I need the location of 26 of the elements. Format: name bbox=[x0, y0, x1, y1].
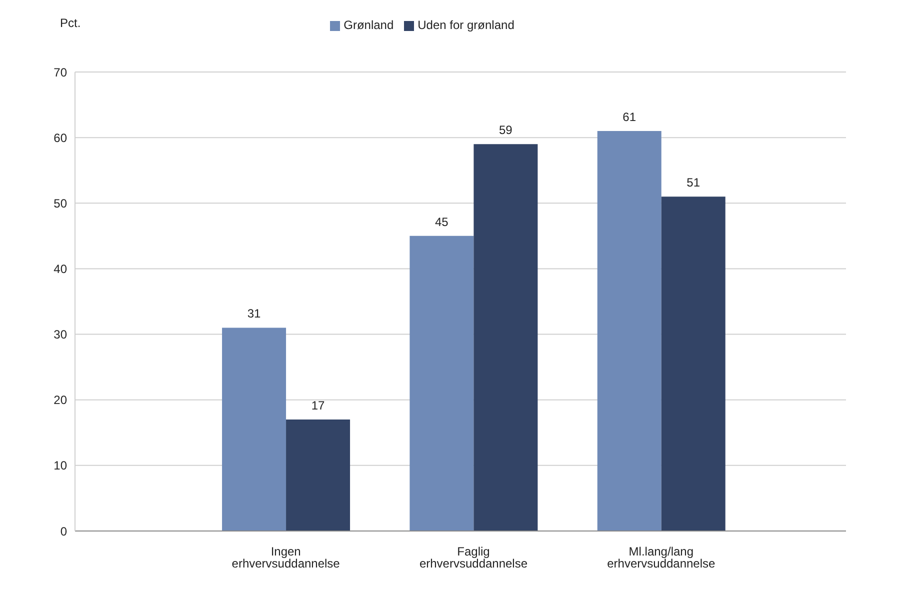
bar bbox=[222, 328, 286, 531]
bar bbox=[597, 131, 662, 531]
bar bbox=[474, 144, 538, 531]
bar bbox=[410, 236, 474, 531]
legend-label: Grønland bbox=[344, 18, 394, 32]
data-label: 31 bbox=[247, 306, 262, 321]
y-tick-label: 30 bbox=[54, 328, 68, 342]
y-tick-label: 60 bbox=[54, 130, 68, 145]
x-tick-label: Ingen erhvervsuddannelse bbox=[232, 544, 340, 571]
x-tick-label: Faglig erhvervsuddannelse bbox=[419, 544, 528, 571]
data-label: 51 bbox=[686, 176, 700, 190]
data-label: 45 bbox=[435, 214, 449, 229]
data-label: 17 bbox=[311, 398, 326, 413]
x-tick-label: Ml.lang/lang erhvervsuddannelse bbox=[607, 544, 716, 571]
y-tick-label: 40 bbox=[54, 262, 68, 276]
bar bbox=[661, 196, 726, 531]
y-tick-label: 50 bbox=[54, 196, 68, 210]
legend-label: Uden for grønland bbox=[418, 18, 514, 32]
data-label: 61 bbox=[622, 110, 636, 124]
y-tick-label: 20 bbox=[54, 393, 68, 408]
y-tick-label: 0 bbox=[60, 524, 68, 538]
y-tick-label: 70 bbox=[54, 65, 68, 80]
y-axis-title: Pct. bbox=[60, 16, 81, 30]
y-tick-label: 10 bbox=[54, 458, 68, 473]
bar bbox=[286, 420, 350, 531]
data-label: 59 bbox=[499, 123, 513, 138]
